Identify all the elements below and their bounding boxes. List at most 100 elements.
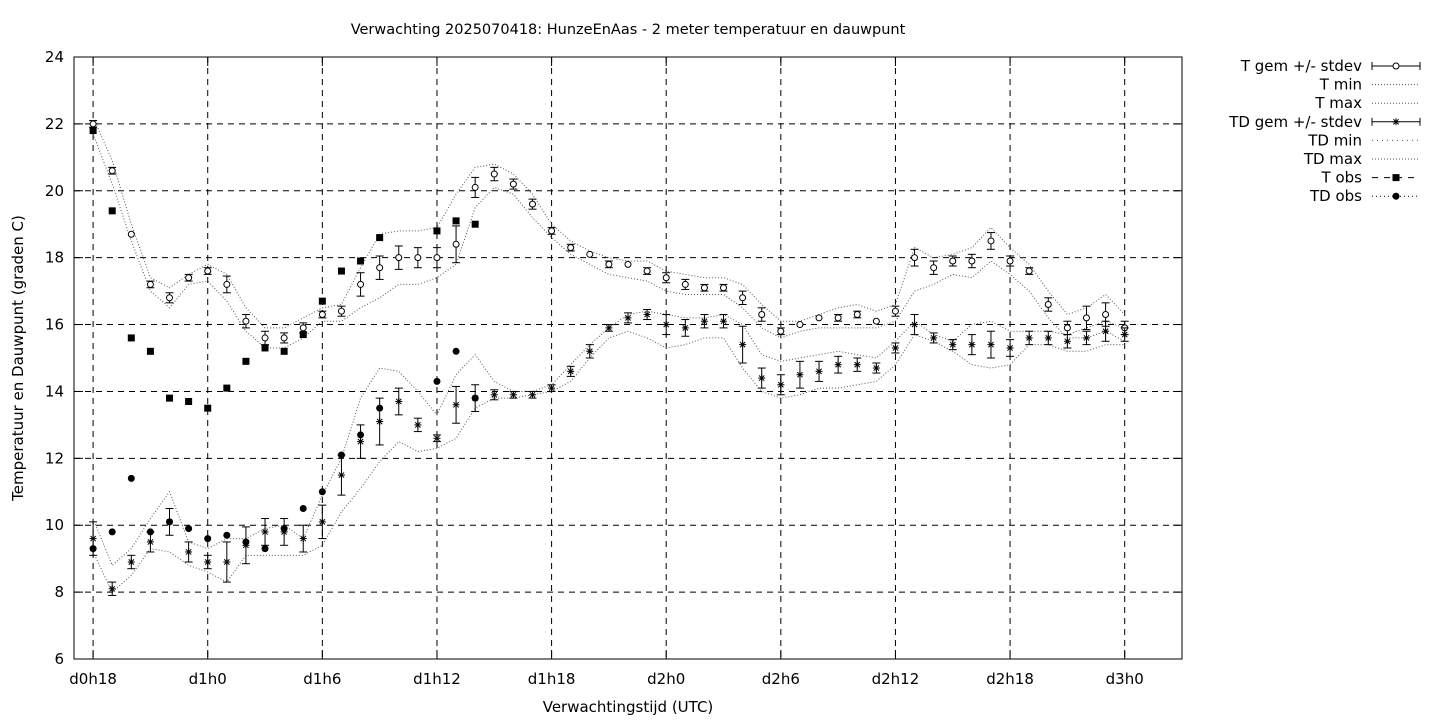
- t-mean-point: [624, 260, 632, 268]
- td-mean-stroke: [376, 418, 383, 425]
- t-mean-point: [89, 120, 97, 128]
- legend-label: TD min: [1307, 131, 1362, 149]
- td-min-line: [92, 330, 1125, 593]
- td-mean-stroke: [491, 391, 498, 398]
- t-mean-point: [471, 183, 479, 191]
- t-mean-point: [700, 284, 708, 292]
- y-tick-label: 22: [45, 115, 64, 133]
- t-mean-point: [1044, 300, 1052, 308]
- t-obs-point: [376, 234, 384, 242]
- td-mean-stroke: [453, 401, 460, 408]
- t-obs-point: [337, 267, 345, 275]
- td-obs-point: [89, 545, 97, 553]
- x-tick-label: d0h18: [69, 670, 117, 688]
- t-mean-point: [185, 274, 193, 282]
- td-mean-stroke: [434, 435, 440, 442]
- td-mean-stroke: [338, 472, 345, 479]
- legend-label: T gem +/- stdev: [1240, 57, 1362, 75]
- t-mean-point: [357, 280, 365, 288]
- t-mean-point: [872, 317, 880, 325]
- td-obs-point: [108, 528, 116, 536]
- td-mean-point: [815, 367, 823, 375]
- legend-label: TD max: [1303, 150, 1362, 168]
- t-mean-point: [127, 230, 135, 238]
- legend-marker: [1392, 118, 1400, 126]
- td-mean-stroke: [1064, 338, 1071, 345]
- td-mean-point: [681, 324, 689, 332]
- td-mean-stroke: [1121, 331, 1128, 338]
- td-mean-stroke: [968, 341, 975, 348]
- legend-marker: [1392, 192, 1400, 200]
- td-mean-point: [261, 528, 269, 536]
- legend-label: TD gem +/- stdev: [1228, 113, 1362, 131]
- td-mean-point: [567, 367, 575, 375]
- t-mean-point: [911, 254, 919, 262]
- td-mean-point: [758, 374, 766, 382]
- td-mean-stroke: [109, 585, 116, 592]
- td-mean-stroke: [185, 549, 192, 555]
- td-obs-point: [204, 535, 212, 543]
- legend-marker-stroke: [1393, 118, 1399, 125]
- td-mean-point: [548, 384, 556, 392]
- td-mean-point: [376, 418, 384, 426]
- td-obs-point: [337, 451, 345, 459]
- t-mean-point: [662, 274, 670, 282]
- td-mean-stroke: [548, 385, 555, 392]
- grid-lines: [74, 57, 1182, 659]
- t-obs-point: [146, 347, 154, 355]
- td-mean-stroke: [605, 324, 612, 331]
- x-tick-label: d2h0: [647, 670, 685, 688]
- legend-marker: [1392, 174, 1400, 182]
- td-mean-point: [528, 391, 536, 399]
- t-mean-point: [509, 180, 517, 188]
- td-mean-point: [605, 324, 613, 332]
- td-mean-stroke: [701, 318, 708, 325]
- x-tick-label: d2h18: [986, 670, 1034, 688]
- td-mean-stroke: [1026, 334, 1033, 341]
- t-obs-point: [166, 394, 174, 402]
- td-mean-stroke: [300, 535, 307, 542]
- td-mean-stroke: [128, 559, 135, 565]
- t-mean-point: [1102, 311, 1110, 319]
- legend-label: T obs: [1321, 169, 1363, 187]
- t-obs-point: [242, 357, 250, 365]
- td-mean-stroke: [262, 528, 268, 535]
- t-obs-point: [357, 257, 365, 265]
- t-obs-point: [452, 217, 460, 225]
- td-mean-point: [414, 421, 422, 429]
- td-obs-point: [127, 474, 135, 482]
- x-tick-label: d1h12: [413, 670, 461, 688]
- td-mean-stroke: [625, 314, 631, 321]
- t-obs-point: [261, 344, 269, 352]
- td-mean-stroke: [682, 324, 689, 331]
- td-mean-stroke: [529, 391, 536, 398]
- td-mean-stroke: [90, 535, 97, 542]
- t-mean-point: [395, 254, 403, 262]
- legend-label: T max: [1314, 94, 1362, 112]
- td-mean-stroke: [567, 368, 574, 375]
- td-mean-stroke: [586, 348, 593, 355]
- legend-label: T min: [1319, 76, 1362, 94]
- t-mean-point: [720, 284, 728, 292]
- t-mean-point: [108, 167, 116, 175]
- td-mean-point: [1102, 327, 1110, 335]
- td-mean-stroke: [1102, 328, 1109, 335]
- td-mean-stroke: [854, 361, 861, 368]
- legend-label: TD obs: [1309, 187, 1362, 205]
- td-obs-point: [185, 525, 193, 533]
- td-mean-stroke: [395, 398, 402, 405]
- td-mean-stroke: [1007, 345, 1014, 351]
- td-obs-point: [376, 404, 384, 412]
- td-mean-point: [930, 334, 938, 342]
- td-mean-stroke: [1045, 334, 1052, 341]
- td-mean-stroke: [835, 361, 842, 368]
- td-mean-stroke: [414, 421, 421, 428]
- td-mean-point: [1063, 337, 1071, 345]
- t-mean-point: [739, 294, 747, 302]
- t-mean-point: [490, 170, 498, 178]
- td-mean-point: [452, 401, 460, 409]
- x-tick-label: d1h18: [528, 670, 576, 688]
- t-mean-point: [242, 317, 250, 325]
- td-mean-point: [834, 361, 842, 369]
- y-axis-label: Temperatuur en Dauwpunt (graden C): [9, 215, 27, 502]
